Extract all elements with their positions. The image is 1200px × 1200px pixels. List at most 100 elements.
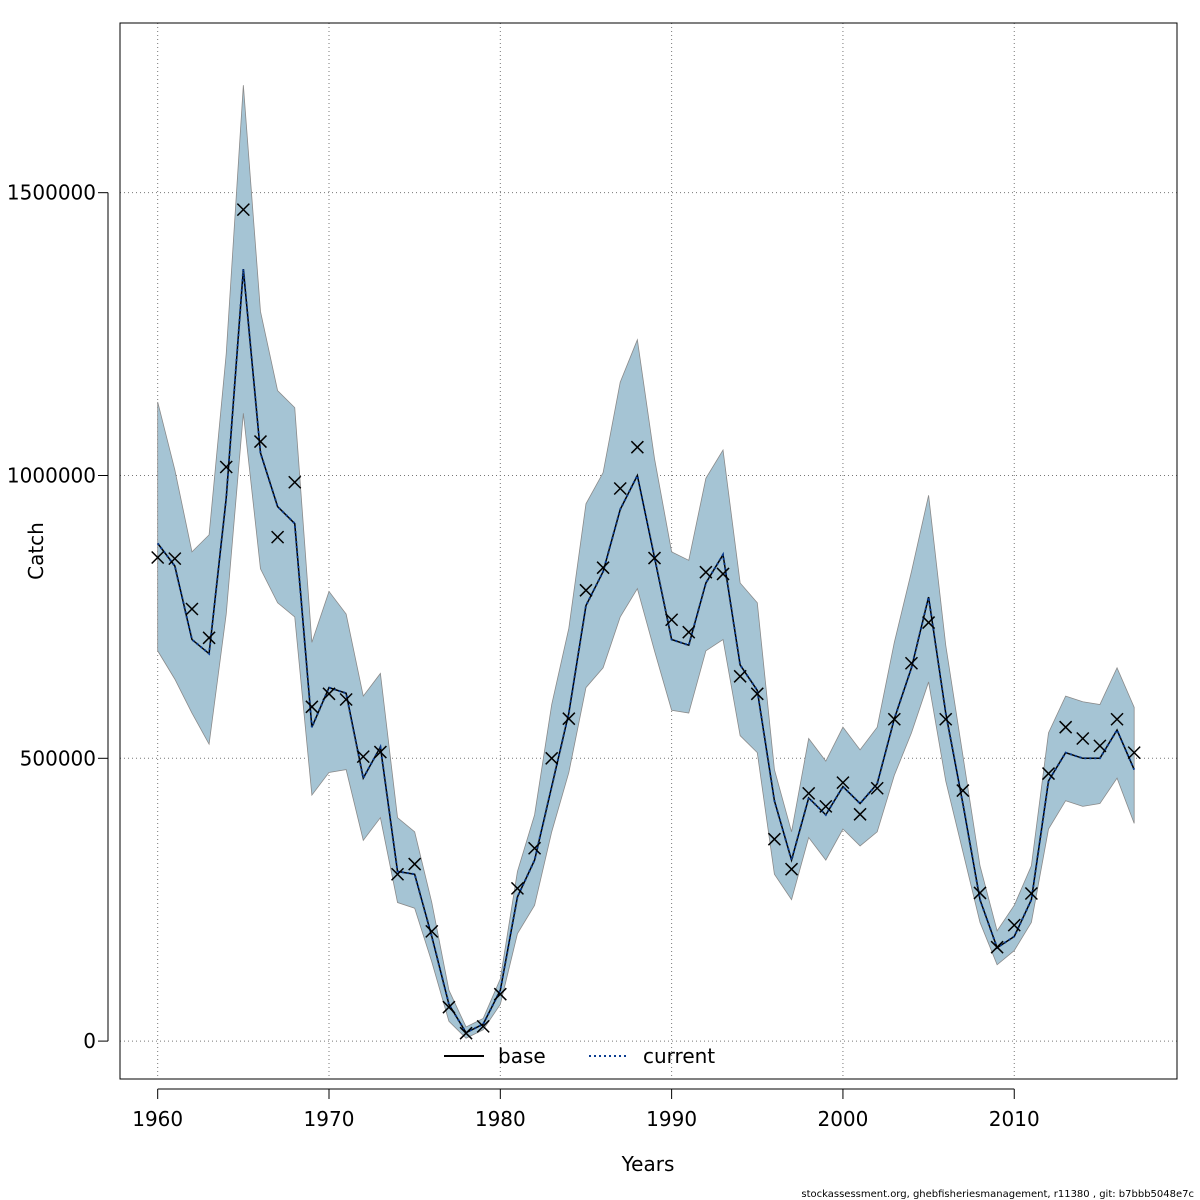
plot-frame xyxy=(119,22,1178,1080)
observed-point-stroke-b xyxy=(785,862,799,876)
observed-point-2000 xyxy=(836,776,850,790)
observed-point-1961 xyxy=(168,552,182,566)
observed-point-1983 xyxy=(545,751,559,765)
confidence-band xyxy=(157,85,1135,1039)
observed-point-stroke-b xyxy=(956,784,970,798)
observed-point-2015 xyxy=(1093,739,1107,753)
observed-point-stroke-b xyxy=(1076,731,1090,746)
observed-point-1975 xyxy=(408,857,422,871)
observed-point-2013 xyxy=(1059,720,1073,734)
observed-point-stroke-b xyxy=(390,867,405,881)
observed-point-stroke-b xyxy=(373,745,387,759)
observed-point-stroke-b xyxy=(647,551,662,565)
observed-point-2014 xyxy=(1076,731,1090,746)
observed-point-stroke-b xyxy=(408,857,422,871)
observed-point-stroke-b xyxy=(545,751,559,765)
observed-point-stroke-b xyxy=(168,552,182,566)
observed-point-stroke-b xyxy=(322,687,336,701)
y-tick-label-1000000: 1000000 xyxy=(7,463,96,487)
observed-point-2009 xyxy=(990,940,1004,954)
observed-point-2008 xyxy=(973,886,987,900)
observed-point-2005 xyxy=(922,616,936,630)
observed-point-stroke-b xyxy=(939,712,953,726)
series-line-current xyxy=(156,268,1136,1034)
x-tick-label-1990: 1990 xyxy=(646,1107,697,1131)
observed-point-1982 xyxy=(528,841,542,855)
series-lines xyxy=(156,268,1136,1034)
observed-point-1981 xyxy=(510,881,524,895)
observed-point-1977 xyxy=(442,1000,456,1014)
observed-point-1964 xyxy=(219,460,233,474)
observed-point-1987 xyxy=(613,481,627,496)
observed-point-stroke-b xyxy=(1041,767,1056,781)
observed-point-2003 xyxy=(887,712,901,726)
observed-point-stroke-b xyxy=(236,203,250,217)
observed-point-2002 xyxy=(870,781,884,795)
observed-point-1990 xyxy=(665,613,679,627)
axes: 1960 1970 1980 1990 2000 2010 0 500000 1000000 15… xyxy=(7,181,1040,1131)
observed-point-stroke-b xyxy=(185,602,199,616)
observed-point-stroke-b xyxy=(596,561,610,575)
observed-point-1960 xyxy=(151,550,165,565)
observed-point-stroke-b xyxy=(579,583,593,597)
observed-point-2010 xyxy=(1007,918,1021,932)
observed-point-stroke-b xyxy=(219,460,233,474)
observed-point-2004 xyxy=(904,656,918,670)
observed-point-stroke-b xyxy=(630,440,644,454)
observed-point-1993 xyxy=(716,567,730,581)
observed-point-1979 xyxy=(476,1019,490,1033)
observed-point-stroke-b xyxy=(904,656,918,670)
observed-point-stroke-b xyxy=(665,613,679,627)
x-tick-label-1960: 1960 xyxy=(132,1107,183,1131)
observed-point-2011 xyxy=(1024,886,1038,901)
y-axis-title: Catch xyxy=(24,522,48,580)
observed-point-stroke-b xyxy=(202,631,216,645)
observed-point-1970 xyxy=(322,687,336,701)
observed-point-stroke-b xyxy=(339,692,353,707)
observed-point-1967 xyxy=(271,530,285,544)
observed-point-stroke-b xyxy=(1024,886,1038,901)
observed-point-stroke-b xyxy=(1059,720,1073,734)
observed-point-stroke-b xyxy=(151,550,165,565)
observed-point-1994 xyxy=(733,669,747,683)
y-tick-label-0: 0 xyxy=(83,1029,96,1053)
observed-point-stroke-b xyxy=(887,712,901,726)
observed-point-stroke-b xyxy=(990,940,1004,954)
observed-point-stroke-b xyxy=(253,435,268,449)
observed-point-stroke-b xyxy=(1110,712,1124,726)
observed-point-1984 xyxy=(562,712,576,726)
observed-point-stroke-b xyxy=(767,832,781,846)
x-tick-label-1970: 1970 xyxy=(304,1107,355,1131)
observed-point-1996 xyxy=(767,832,781,846)
observed-point-1974 xyxy=(390,867,405,881)
observed-point-stroke-b xyxy=(510,881,524,895)
observed-point-stroke-b xyxy=(1093,739,1107,753)
observed-point-1995 xyxy=(750,687,764,701)
observed-point-1962 xyxy=(185,602,199,616)
observed-point-stroke-b xyxy=(356,750,370,764)
observed-point-2001 xyxy=(853,807,867,821)
observed-point-1978 xyxy=(459,1026,473,1040)
observed-point-stroke-b xyxy=(288,475,302,489)
observed-point-1992 xyxy=(699,565,713,579)
observed-point-stroke-b xyxy=(476,1019,490,1033)
footer-text: stockassessment.org, ghebfisheriesmanage… xyxy=(801,1189,1194,1200)
observed-point-1997 xyxy=(785,862,799,876)
observed-point-stroke-b xyxy=(528,841,542,855)
observed-point-stroke-b xyxy=(442,1000,456,1014)
observed-point-2012 xyxy=(1041,767,1056,781)
observed-point-1989 xyxy=(647,551,662,565)
y-tick-label-1500000: 1500000 xyxy=(7,181,96,205)
observed-point-stroke-b xyxy=(1007,918,1021,932)
observed-point-stroke-b xyxy=(459,1026,473,1040)
observed-point-1969 xyxy=(305,700,319,714)
observed-point-stroke-b xyxy=(425,924,439,938)
x-tick-label-1980: 1980 xyxy=(475,1107,526,1131)
observed-point-1973 xyxy=(373,745,387,759)
observed-point-stroke-b xyxy=(819,799,833,813)
x-tick-label-2010: 2010 xyxy=(989,1107,1040,1131)
observed-point-2007 xyxy=(956,784,970,798)
observed-point-stroke-b xyxy=(802,786,816,800)
observed-point-stroke-b xyxy=(1127,746,1141,760)
